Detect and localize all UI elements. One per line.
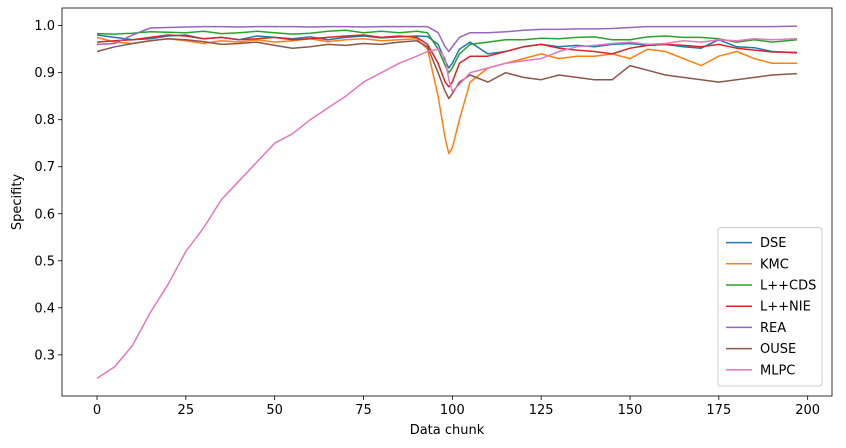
legend-label: KMC [760,257,789,272]
y-axis: 0.3 0.4 0.5 0.6 0.7 0.8 0.9 1.0 [34,19,62,363]
plot-lines [96,25,798,380]
series-line-rea [96,25,798,53]
x-tick-label: 125 [529,403,554,418]
axes-frame [61,7,833,397]
y-tick-label: 0.4 [34,301,55,316]
y-tick-label: 1.0 [34,19,55,34]
series-line-l-nie [96,34,798,88]
y-axis-label: Specifity [10,174,25,231]
y-tick-label: 0.5 [34,254,55,269]
x-tick-label: 25 [178,403,195,418]
series-line-ouse [96,38,798,100]
x-axis-label: Data chunk [410,423,485,438]
x-tick-label: 150 [618,403,643,418]
legend-label: DSE [760,236,786,251]
legend: DSE KMC L++CDS L++NIE REA OUSE MLPC [717,227,823,387]
y-tick-label: 0.8 [34,113,55,128]
y-tick-label: 0.3 [34,348,55,363]
series-line-kmc [96,36,797,155]
x-tick-label: 0 [93,403,101,418]
legend-label: MLPC [760,363,795,378]
legend-label: REA [760,321,786,336]
legend-label: L++NIE [760,300,811,315]
x-tick-label: 175 [706,403,731,418]
legend-box [717,227,823,387]
legend-label: L++CDS [760,279,816,294]
x-axis: 0 25 50 75 100 125 150 175 200 [93,396,820,418]
x-tick-label: 75 [355,403,372,418]
y-tick-label: 0.9 [34,66,55,81]
y-tick-label: 0.6 [34,207,55,222]
legend-label: OUSE [760,342,796,357]
y-tick-label: 0.7 [34,160,55,175]
x-tick-label: 100 [440,403,465,418]
series-line-mlpc [96,38,798,380]
x-tick-label: 50 [266,403,283,418]
x-tick-label: 200 [795,403,820,418]
